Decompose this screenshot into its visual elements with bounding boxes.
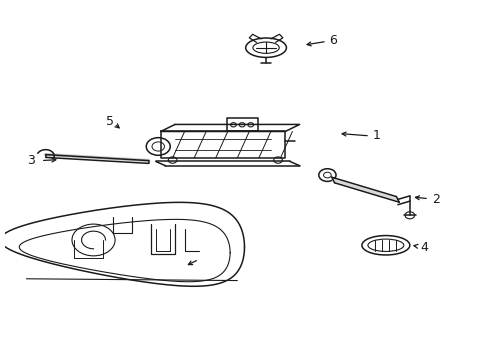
Text: 2: 2 <box>431 193 439 206</box>
Text: 4: 4 <box>419 240 427 253</box>
Text: 5: 5 <box>106 115 114 128</box>
Text: 1: 1 <box>371 129 380 143</box>
Text: 6: 6 <box>328 34 336 47</box>
Text: 3: 3 <box>27 154 35 167</box>
